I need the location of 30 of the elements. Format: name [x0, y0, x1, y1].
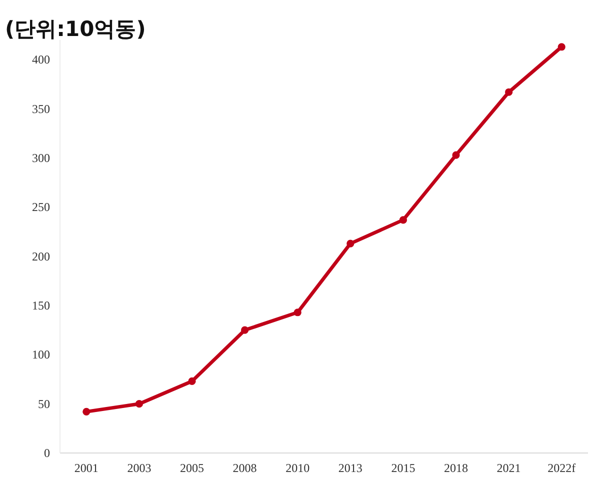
y-tick-label: 0: [44, 446, 50, 460]
x-tick-label: 2008: [232, 461, 257, 475]
y-tick-label: 250: [32, 200, 50, 214]
point: [82, 408, 90, 416]
x-tick-label: 2015: [391, 461, 416, 475]
y-tick-label: 100: [32, 348, 50, 362]
point: [188, 377, 196, 386]
y-tick-label: 350: [32, 102, 50, 116]
point: [399, 216, 407, 224]
x-tick-label: 2003: [127, 461, 152, 475]
point: [346, 240, 354, 248]
point: [505, 88, 513, 96]
y-tick-label: 300: [32, 151, 50, 165]
x-tick-label: 2022f: [548, 461, 576, 475]
y-tick-label: 400: [32, 52, 50, 67]
y-tick-label: 150: [32, 298, 50, 312]
y-tick-label: 50: [38, 396, 50, 411]
point: [294, 308, 302, 316]
x-tick-label: 2001: [74, 461, 98, 475]
x-tick-label: 2005: [180, 461, 204, 475]
x-tick-label: 2010: [286, 461, 310, 475]
y-tick-label: 200: [32, 249, 50, 264]
point: [452, 151, 460, 159]
point: [135, 400, 143, 408]
point: [241, 326, 249, 334]
x-tick-label: 2018: [444, 461, 468, 475]
x-tick-label: 2013: [338, 461, 362, 475]
chart-title: (단위:10억동): [5, 17, 146, 41]
x-tick-label: 2021: [496, 461, 521, 475]
point: [558, 43, 566, 51]
